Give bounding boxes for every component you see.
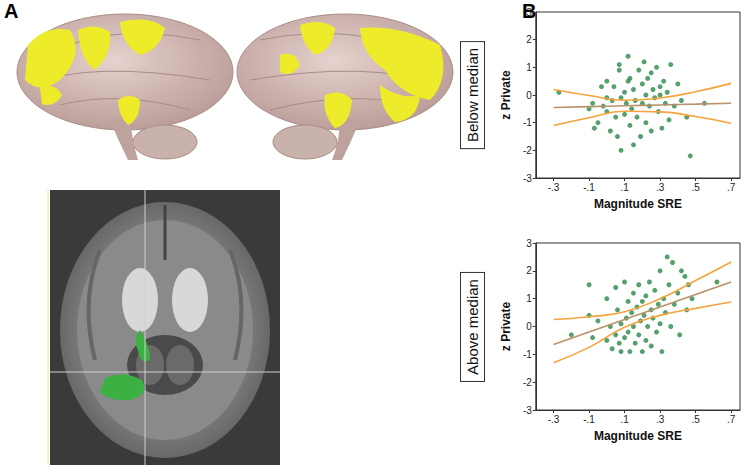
svg-text:.5: .5 <box>691 182 700 193</box>
svg-text:.1: .1 <box>620 182 629 193</box>
svg-text:-3: -3 <box>523 173 532 184</box>
svg-text:-.3: -.3 <box>548 414 560 425</box>
svg-text:-1: -1 <box>523 117 532 128</box>
svg-text:-1: -1 <box>523 349 532 360</box>
svg-text:.5: .5 <box>691 414 700 425</box>
svg-text:z Private: z Private <box>499 70 513 120</box>
svg-text:-3: -3 <box>523 405 532 416</box>
svg-text:2: 2 <box>526 265 532 276</box>
svg-text:2: 2 <box>526 34 532 45</box>
svg-text:-2: -2 <box>523 145 532 156</box>
svg-text:Magnitude SRE: Magnitude SRE <box>594 429 682 443</box>
svg-text:-.1: -.1 <box>583 414 595 425</box>
svg-text:1: 1 <box>526 62 532 73</box>
svg-text:.3: .3 <box>656 182 665 193</box>
svg-text:1: 1 <box>526 293 532 304</box>
svg-text:z Private: z Private <box>499 301 513 351</box>
svg-text:-2: -2 <box>523 377 532 388</box>
svg-text:.3: .3 <box>656 414 665 425</box>
svg-text:.7: .7 <box>727 414 736 425</box>
svg-text:.7: .7 <box>727 182 736 193</box>
svg-text:0: 0 <box>526 90 532 101</box>
svg-text:0: 0 <box>526 321 532 332</box>
svg-text:.1: .1 <box>620 414 629 425</box>
svg-text:-.1: -.1 <box>583 182 595 193</box>
svg-text:-.3: -.3 <box>548 182 560 193</box>
svg-text:3: 3 <box>526 7 532 18</box>
svg-text:Magnitude SRE: Magnitude SRE <box>594 197 682 211</box>
svg-text:3: 3 <box>526 238 532 249</box>
